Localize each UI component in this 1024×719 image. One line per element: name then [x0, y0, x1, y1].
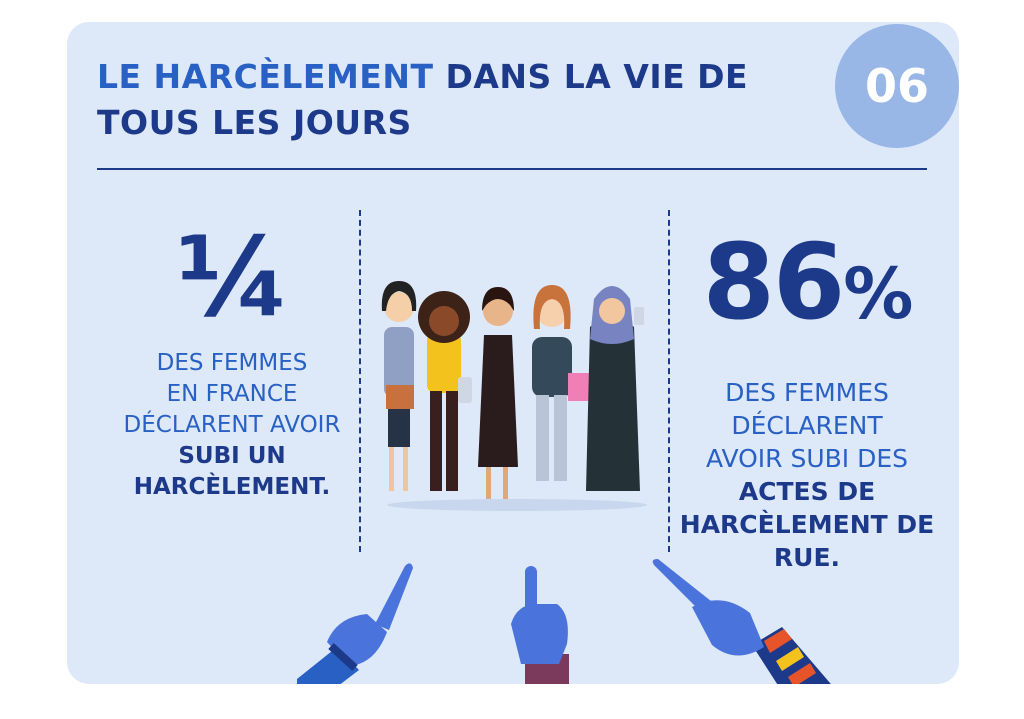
woman-figure-2: [418, 291, 472, 491]
stat-left-description: DES FEMMES EN FRANCE DÉCLARENT AVOIR SUB…: [87, 348, 377, 503]
stat-left-line: DES FEMMES: [156, 350, 308, 376]
page-title: LE HARCÈLEMENT DANS LA VIE DE TOUS LES J…: [97, 54, 857, 146]
pointing-hand-center-icon: [511, 566, 569, 684]
stat-left-value: ¼: [176, 213, 290, 341]
pointing-hand-left-icon: [297, 563, 413, 684]
stat-left-line: EN FRANCE: [166, 381, 298, 407]
right-dashed-divider: [668, 210, 670, 552]
stat-right-line: DES FEMMES: [725, 378, 889, 407]
stat-right-description: DES FEMMES DÉCLARENT AVOIR SUBI DES ACTE…: [667, 376, 947, 574]
stat-left-bold-line: SUBI UN: [178, 443, 286, 469]
stat-right-bold-line: ACTES DE: [738, 477, 876, 506]
stat-left: ¼ DES FEMMES EN FRANCE DÉCLARENT AVOIR S…: [87, 212, 377, 503]
stat-right-value: 86: [702, 221, 846, 343]
pointing-hand-right-icon: [652, 559, 831, 684]
title-highlight: LE HARCÈLEMENT: [97, 57, 434, 96]
stat-right: 86% DES FEMMES DÉCLARENT AVOIR SUBI DES …: [667, 222, 947, 574]
stat-right-value-wrap: 86%: [667, 222, 947, 354]
title-rest: DANS LA VIE DE TOUS LES JOURS: [97, 57, 749, 142]
stat-left-line: DÉCLARENT AVOIR: [123, 412, 341, 438]
woman-figure-1: [381, 281, 417, 491]
stat-left-bold-line: HARCÈLEMENT.: [133, 474, 331, 500]
woman-figure-4: [532, 285, 590, 481]
infographic-card: LE HARCÈLEMENT DANS LA VIE DE TOUS LES J…: [67, 22, 959, 684]
women-group-illustration: [381, 281, 647, 511]
stat-right-bold-line: RUE.: [773, 543, 841, 572]
stat-right-bold-line: HARCÈLEMENT DE: [679, 510, 935, 539]
title-divider: [97, 168, 927, 170]
section-number-badge: 06: [835, 24, 959, 148]
stat-right-unit: %: [843, 253, 913, 335]
woman-figure-3: [478, 287, 518, 499]
stat-right-line: AVOIR SUBI DES: [705, 444, 909, 473]
left-dashed-divider: [359, 210, 361, 552]
stat-right-line: DÉCLARENT: [731, 411, 883, 440]
woman-figure-5: [586, 286, 644, 491]
